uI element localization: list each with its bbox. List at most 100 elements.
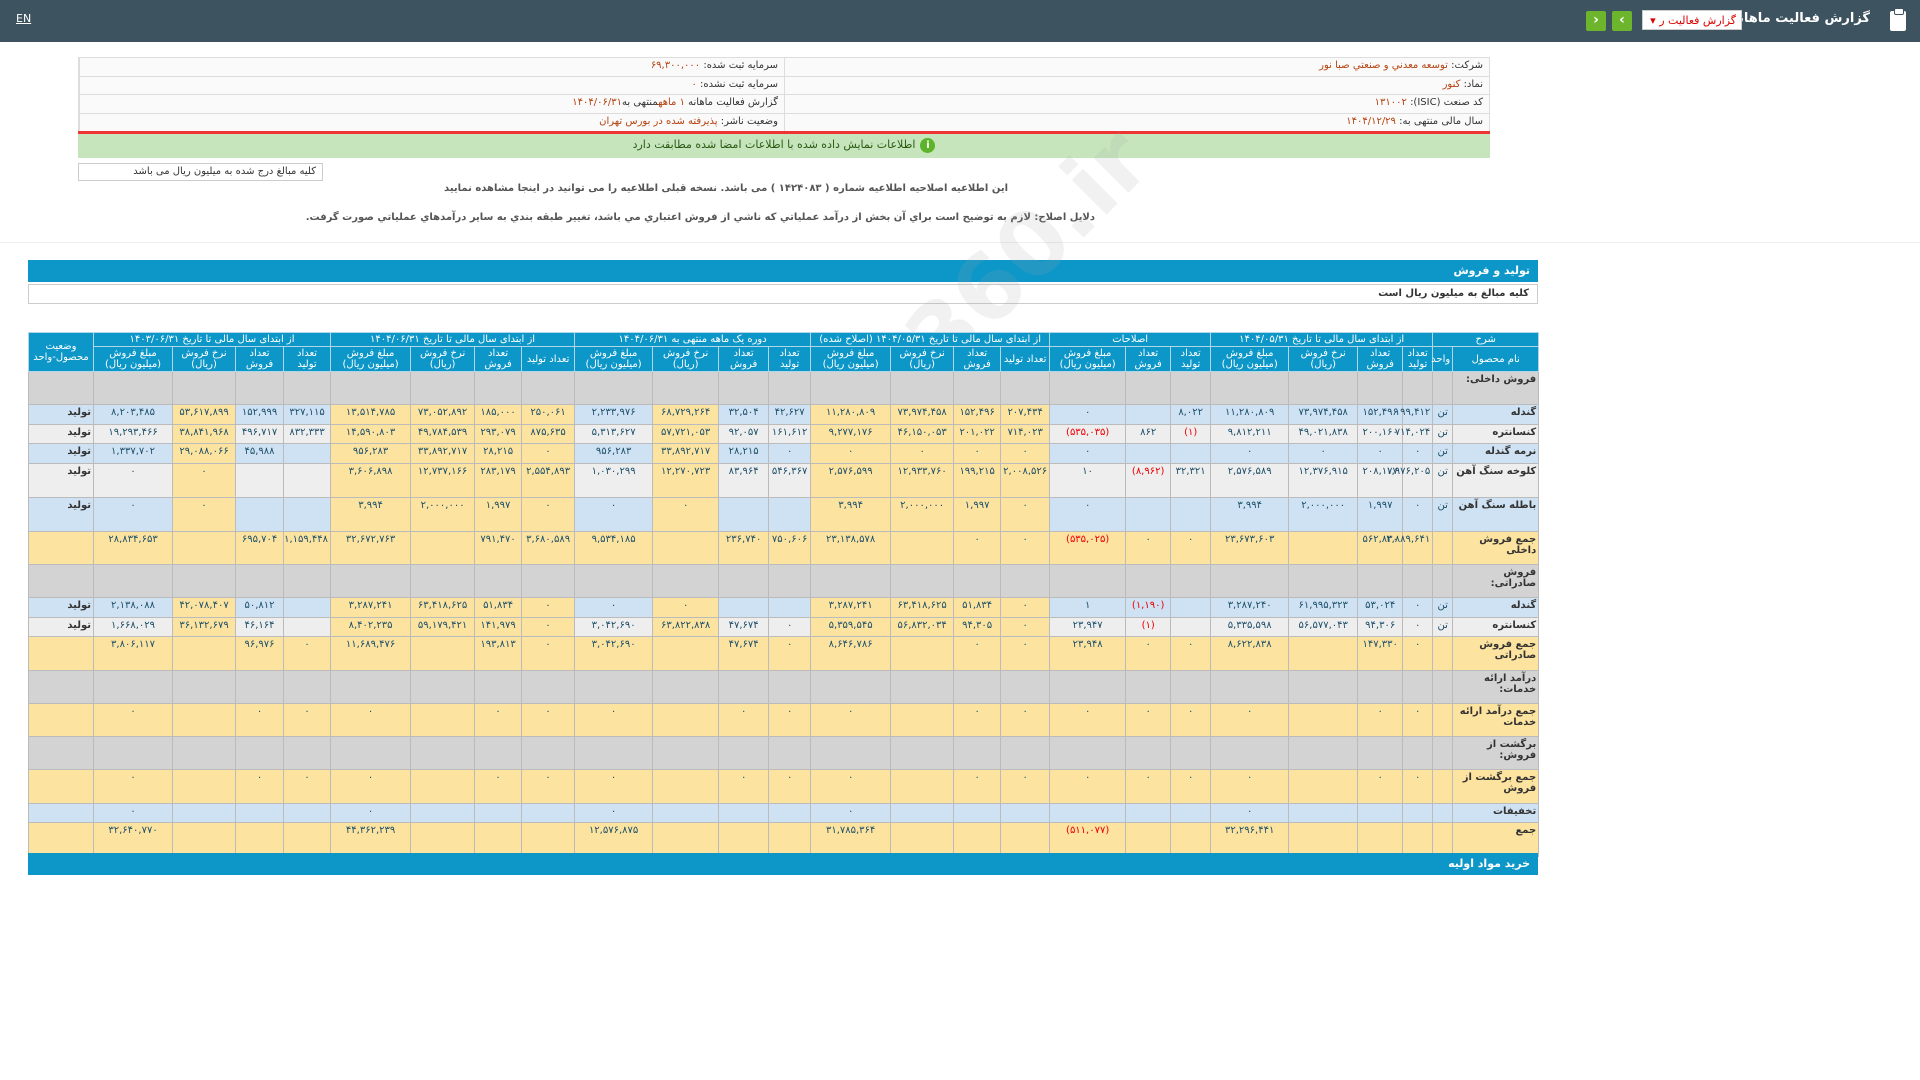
data-cell: ۰ [1210, 443, 1290, 464]
data-cell: ۰ [521, 769, 576, 804]
table-row: گندله تن ۰ ۵۳,۰۲۴ ۶۱,۹۹۵,۳۲۳ ۳,۲۸۷,۲۴۰ (۱,۱۹۰)… [28, 597, 1540, 618]
data-cell: ۷۱۴,۰۲۳ [1000, 423, 1051, 444]
header-column: تعداد تولید [1000, 346, 1051, 372]
data-cell: ۰ [235, 769, 285, 804]
data-cell: ۲۳,۶۷۳,۶۰۳ [1210, 530, 1290, 565]
data-cell: ۹,۵۳۴,۱۸۵ [574, 530, 654, 565]
data-cell [172, 702, 237, 737]
empty-cell [1210, 669, 1290, 704]
empty-cell [890, 736, 955, 770]
data-cell: ۰ [92, 802, 174, 823]
data-cell: ۲۳۶,۷۴۰ [718, 530, 770, 565]
data-cell [1357, 802, 1404, 823]
data-cell: ۲,۰۰۰,۰۰۰ [410, 496, 476, 532]
data-cell: ۰ [574, 496, 654, 532]
empty-cell [330, 669, 412, 704]
data-cell [718, 597, 770, 618]
data-cell: ۰ [92, 769, 174, 804]
data-cell [521, 802, 576, 823]
language-link[interactable]: EN [16, 12, 32, 25]
product-name: جمع [1452, 822, 1540, 857]
data-cell: ۲۹۳,۰۷۹ [474, 423, 523, 444]
unit [1432, 530, 1454, 565]
data-cell [1170, 443, 1212, 464]
data-cell: ۱,۰۳۰,۲۹۹ [574, 462, 654, 498]
data-cell: ۰ [1357, 443, 1404, 464]
data-cell: ۸,۶۲۲,۸۳۸ [1210, 636, 1290, 671]
data-cell: ۱۲,۹۳۳,۷۶۰ [890, 462, 955, 498]
data-cell: ۹,۸۱۲,۲۱۱ [1210, 423, 1290, 444]
data-cell: ۳۲,۶۴۰,۷۷۰ [92, 822, 174, 857]
data-cell [1402, 802, 1434, 823]
data-cell [235, 822, 285, 857]
data-cell: ۰ [1357, 702, 1404, 737]
empty-cell [1288, 669, 1359, 704]
data-cell [1288, 822, 1359, 857]
data-cell: ۴۲,۶۲۷ [768, 404, 812, 425]
product-status [28, 769, 94, 804]
unreg-capital-field: سرمایه ثبت نشده: ۰ [79, 76, 784, 94]
empty-cell [410, 736, 476, 770]
data-cell: ۰ [810, 443, 892, 464]
data-cell: ۲,۵۷۶,۵۹۹ [810, 462, 892, 498]
empty-cell [235, 371, 285, 405]
product-status: تولید [28, 443, 94, 464]
data-cell [1125, 404, 1172, 425]
data-cell: ۳,۲۸۷,۲۴۱ [810, 597, 892, 618]
data-cell: ۵,۳۵۹,۵۴۵ [810, 616, 892, 637]
empty-cell [810, 736, 892, 770]
empty-cell [330, 371, 412, 405]
data-cell: ۶۳,۴۱۸,۶۲۵ [410, 597, 476, 618]
empty-cell [1357, 736, 1404, 770]
empty-cell [1357, 371, 1404, 405]
empty-cell [410, 564, 476, 598]
report-type-select[interactable]: گزارش فعالیت ر ▾ [1642, 10, 1742, 30]
empty-cell [1000, 736, 1051, 770]
empty-cell [574, 371, 654, 405]
empty-cell [652, 371, 720, 405]
data-cell: ۷۳,۹۷۴,۴۵۸ [1288, 404, 1359, 425]
header-group: از ابتدای سال مالی تا تاریخ ۱۴۰۳/۰۶/۳۱ [92, 332, 332, 347]
data-cell: ۲,۰۰۰,۰۰۰ [1288, 496, 1359, 532]
empty-cell [1288, 371, 1359, 405]
data-cell: ۴۶,۱۵۰,۰۵۳ [890, 423, 955, 444]
data-cell: ۴۹,۰۲۱,۸۳۸ [1288, 423, 1359, 444]
data-cell: ۰ [953, 769, 1002, 804]
data-cell: ۰ [1210, 802, 1290, 823]
product-status [28, 802, 94, 823]
correction-notice[interactable]: این اطلاعیه اصلاحیه اطلاعیه شماره ( ۱۴۲۴… [444, 183, 1008, 194]
empty-cell [1049, 669, 1127, 704]
empty-cell [474, 564, 523, 598]
data-cell: ۴۲,۰۷۸,۴۰۷ [172, 597, 237, 618]
unit: تن [1432, 443, 1454, 464]
data-cell: ۵۱,۸۳۴ [474, 597, 523, 618]
data-cell [410, 802, 476, 823]
data-cell: ۰ [718, 769, 770, 804]
empty-cell [330, 736, 412, 770]
data-cell [1000, 822, 1051, 857]
empty-cell [1000, 669, 1051, 704]
empty-cell [235, 669, 285, 704]
empty-cell [283, 736, 332, 770]
select-value: گزارش فعالیت ر [1659, 14, 1736, 27]
empty-cell [1000, 564, 1051, 598]
data-cell: ۰ [521, 496, 576, 532]
header-group: از ابتدای سال مالی تا تاریخ ۱۴۰۴/۰۵/۳۱ (… [810, 332, 1051, 347]
empty-cell [652, 669, 720, 704]
data-cell [1288, 702, 1359, 737]
data-cell: ۰ [1049, 443, 1127, 464]
product-name: تخفیفات [1452, 802, 1540, 823]
data-cell [172, 636, 237, 671]
next-arrow-icon[interactable]: › [1612, 11, 1632, 31]
data-cell [410, 702, 476, 737]
header-column: تعداد فروش [235, 346, 285, 372]
empty-cell [330, 564, 412, 598]
data-cell [768, 496, 812, 532]
data-cell [890, 530, 955, 565]
data-cell: ۳,۰۴۲,۶۹۰ [574, 616, 654, 637]
header-column: نرخ فروش (ریال) [1288, 346, 1359, 372]
data-cell: ۳۱,۷۸۵,۳۶۴ [810, 822, 892, 857]
prev-arrow-icon[interactable]: ‹ [1586, 11, 1606, 31]
data-cell: ۰ [810, 769, 892, 804]
empty-cell [28, 371, 94, 405]
